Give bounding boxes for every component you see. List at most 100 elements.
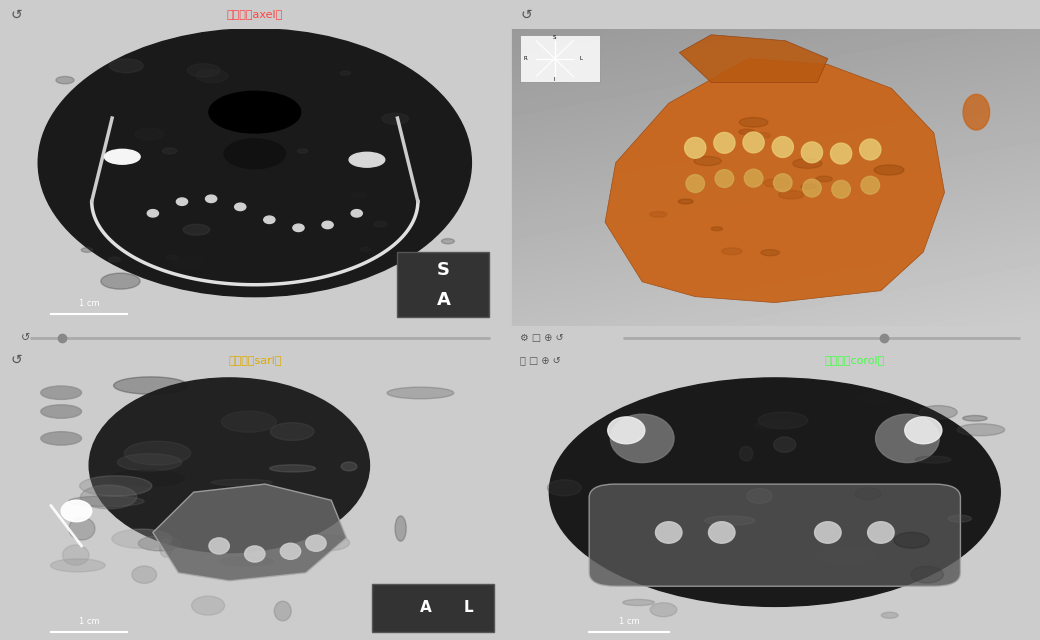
Ellipse shape — [118, 454, 182, 471]
Text: 1 cm: 1 cm — [79, 617, 100, 626]
Ellipse shape — [69, 517, 95, 540]
Ellipse shape — [764, 179, 789, 188]
Ellipse shape — [832, 180, 851, 198]
Ellipse shape — [255, 153, 266, 158]
Ellipse shape — [159, 539, 173, 557]
Ellipse shape — [162, 148, 177, 154]
Ellipse shape — [963, 415, 987, 421]
Ellipse shape — [138, 536, 181, 551]
Ellipse shape — [322, 221, 333, 228]
Ellipse shape — [209, 92, 301, 133]
Ellipse shape — [113, 377, 188, 394]
Ellipse shape — [172, 257, 202, 269]
Ellipse shape — [306, 535, 327, 551]
Ellipse shape — [686, 175, 704, 193]
Ellipse shape — [183, 224, 210, 236]
Ellipse shape — [874, 165, 904, 175]
Ellipse shape — [816, 176, 832, 182]
Ellipse shape — [211, 479, 272, 486]
Ellipse shape — [62, 545, 89, 565]
Ellipse shape — [206, 195, 216, 202]
Ellipse shape — [708, 522, 735, 543]
Ellipse shape — [41, 386, 81, 399]
Ellipse shape — [815, 547, 877, 564]
Text: ↺: ↺ — [520, 8, 531, 21]
Text: 横断面（axel）: 横断面（axel） — [227, 10, 283, 19]
Ellipse shape — [607, 417, 645, 444]
Ellipse shape — [350, 192, 367, 199]
Ellipse shape — [957, 424, 1005, 436]
Ellipse shape — [196, 69, 228, 83]
Ellipse shape — [743, 132, 764, 153]
Text: ⚙ □ ⊕ ↺: ⚙ □ ⊕ ↺ — [520, 333, 564, 342]
Ellipse shape — [441, 239, 454, 244]
Ellipse shape — [774, 437, 796, 452]
Ellipse shape — [69, 496, 145, 507]
Ellipse shape — [104, 149, 140, 164]
Ellipse shape — [919, 406, 957, 419]
Text: ↺: ↺ — [10, 353, 22, 367]
Ellipse shape — [112, 529, 172, 548]
Ellipse shape — [857, 393, 894, 403]
Ellipse shape — [831, 143, 852, 164]
Ellipse shape — [655, 522, 682, 543]
Text: L: L — [579, 56, 582, 61]
Text: A: A — [420, 600, 432, 615]
Polygon shape — [153, 484, 346, 581]
Ellipse shape — [745, 169, 763, 187]
Ellipse shape — [694, 156, 722, 166]
Ellipse shape — [774, 174, 792, 191]
Ellipse shape — [81, 248, 93, 252]
Ellipse shape — [860, 139, 881, 160]
Ellipse shape — [387, 387, 453, 399]
Ellipse shape — [101, 273, 140, 289]
Ellipse shape — [803, 179, 822, 197]
Ellipse shape — [177, 198, 187, 205]
Ellipse shape — [753, 132, 771, 138]
Ellipse shape — [80, 476, 152, 496]
Ellipse shape — [109, 470, 184, 486]
Ellipse shape — [349, 152, 385, 167]
Ellipse shape — [716, 170, 733, 188]
Ellipse shape — [894, 532, 929, 548]
Ellipse shape — [222, 411, 277, 432]
Ellipse shape — [915, 456, 951, 463]
Ellipse shape — [41, 405, 81, 419]
Ellipse shape — [275, 601, 291, 621]
Ellipse shape — [911, 566, 943, 583]
Ellipse shape — [761, 250, 779, 256]
Ellipse shape — [711, 227, 723, 230]
Ellipse shape — [280, 543, 301, 559]
Ellipse shape — [395, 516, 407, 541]
Ellipse shape — [293, 224, 304, 232]
Polygon shape — [605, 58, 944, 303]
Ellipse shape — [867, 522, 894, 543]
Ellipse shape — [855, 488, 881, 500]
Ellipse shape — [297, 149, 308, 153]
Ellipse shape — [244, 546, 265, 562]
Ellipse shape — [166, 255, 177, 259]
FancyBboxPatch shape — [589, 484, 961, 586]
Ellipse shape — [623, 600, 654, 605]
Ellipse shape — [802, 184, 816, 189]
Ellipse shape — [739, 447, 753, 461]
Ellipse shape — [89, 378, 369, 552]
Ellipse shape — [684, 138, 706, 158]
FancyBboxPatch shape — [372, 584, 494, 632]
Ellipse shape — [739, 118, 768, 127]
Ellipse shape — [772, 136, 794, 157]
Ellipse shape — [352, 209, 362, 217]
Ellipse shape — [108, 257, 121, 262]
Ellipse shape — [792, 159, 822, 168]
Ellipse shape — [610, 414, 674, 463]
Ellipse shape — [304, 534, 349, 551]
Ellipse shape — [132, 566, 157, 583]
Ellipse shape — [41, 431, 81, 445]
Ellipse shape — [861, 176, 880, 194]
Ellipse shape — [109, 59, 144, 73]
Text: 1 cm: 1 cm — [79, 299, 100, 308]
Ellipse shape — [125, 441, 190, 465]
Text: 矢状面（sarl）: 矢状面（sarl） — [228, 355, 282, 365]
Ellipse shape — [264, 216, 275, 223]
Ellipse shape — [135, 128, 163, 140]
